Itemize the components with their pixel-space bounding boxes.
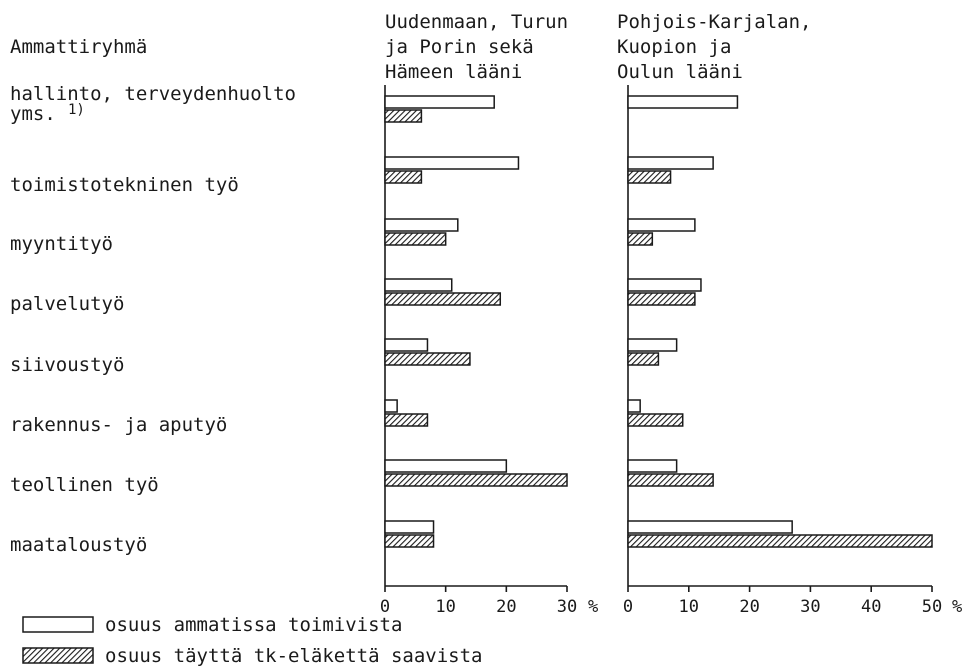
bar-share-employed [627,399,641,413]
bar-share-disability-pension [627,292,696,306]
bar-share-disability-pension [384,352,471,366]
panel-title-left: Uudenmaan, Turun ja Porin sekä Hämeen lä… [385,11,568,83]
x-tick-label: 20 [739,597,759,617]
legend: osuus ammatissa toimivista osuus täyttä … [22,614,483,667]
bar-share-employed [627,338,678,352]
bar-share-employed [384,459,508,473]
bar-share-employed [627,218,696,232]
x-tick-label: 20 [496,597,516,617]
bar-share-disability-pension [384,534,435,548]
legend-swatch-open [22,616,94,633]
bar-share-employed [627,156,714,170]
bar-share-disability-pension [627,170,672,184]
bar-share-employed [384,399,398,413]
panel-title-line: Pohjois-Karjalan, [617,11,811,33]
bar-share-employed [384,156,520,170]
x-tick-label: 30 [800,597,820,617]
x-tick-label: 0 [623,597,633,617]
bar-share-employed [384,338,429,352]
bar-share-disability-pension [627,232,654,246]
x-tick-label: 10 [679,597,699,617]
x-tick-label: 40 [861,597,881,617]
legend-swatch-hatched [22,647,94,664]
category-label: siivoustyö [10,354,124,376]
category-header: Ammattiryhmä [10,36,147,58]
bar-share-employed [627,520,793,534]
x-tick-label: 30 [557,597,577,617]
bar-share-employed [627,459,678,473]
unit-label-right: % [952,597,962,617]
category-label-1-cont: yms. [10,103,56,125]
bar-share-disability-pension [627,352,660,366]
bar-share-disability-pension [384,292,502,306]
legend-label-open: osuus ammatissa toimivista [105,614,402,636]
panel-title-line: Kuopion ja [617,36,731,58]
bar-share-disability-pension [384,232,447,246]
x-tick-label: 50 [922,597,942,617]
bar-share-disability-pension [384,109,423,123]
unit-label-left: % [588,597,598,617]
footnote-marker: 1) [68,102,85,118]
bar-share-employed [384,95,495,109]
bar-share-employed [384,278,453,292]
panel-left: 0 10 20 30 [380,85,577,617]
panel-title-line: Oulun lääni [617,61,743,83]
bar-share-employed [384,520,435,534]
panel-right: 0 10 20 30 40 50 [623,85,942,617]
category-label: teollinen työ [10,474,159,496]
bar-share-disability-pension [384,413,429,427]
bar-share-disability-pension [384,170,423,184]
bar-share-disability-pension [627,413,684,427]
bar-share-disability-pension [627,534,933,548]
panel-title-line: ja Porin sekä [385,36,534,58]
panel-title-right: Pohjois-Karjalan, Kuopion ja Oulun lääni [617,11,811,83]
x-tick-label: 10 [435,597,455,617]
category-label-1: hallinto, terveydenhuolto [10,83,296,105]
bar-share-disability-pension [384,473,568,487]
category-label: maataloustyö [10,534,147,556]
panel-title-line: Uudenmaan, Turun [385,11,568,33]
legend-label-hatched: osuus täyttä tk-eläkettä saavista [105,645,483,667]
category-label: palvelutyö [10,293,124,315]
category-label: rakennus- ja aputyö [10,414,227,436]
bar-share-employed [627,95,739,109]
bar-share-employed [384,218,459,232]
category-label: toimistotekninen työ [10,174,239,196]
x-tick-label: 0 [380,597,390,617]
bar-share-disability-pension [627,473,714,487]
panel-title-line: Hämeen lääni [385,61,522,83]
category-label: myyntityö [10,233,113,255]
category-labels: hallinto, terveydenhuolto yms. 1) toimis… [10,83,296,556]
bar-share-employed [627,278,702,292]
